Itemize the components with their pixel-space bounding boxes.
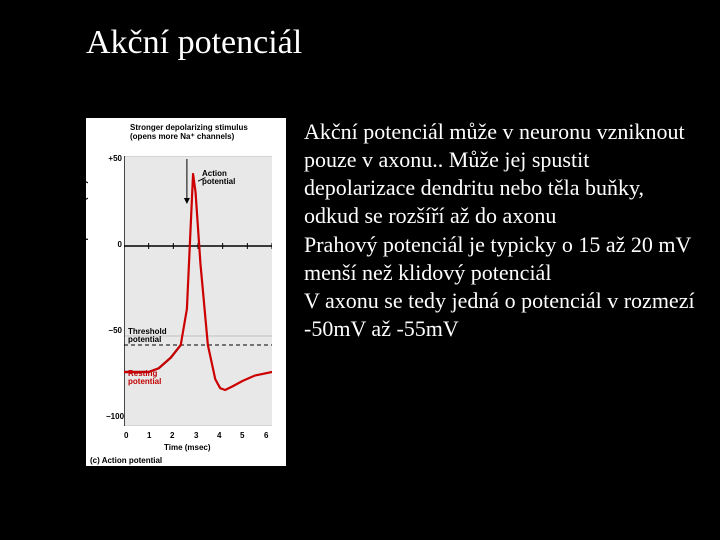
action-potential-chart: Stronger depolarizing stimulus (opens mo… (86, 118, 286, 466)
body-p3: V axonu se tedy jedná o potenciál v rozm… (304, 287, 700, 343)
stimulus-label: Stronger depolarizing stimulus (opens mo… (130, 124, 248, 142)
xtick-4: 4 (217, 431, 221, 440)
stimulus-line1: Stronger depolarizing stimulus (130, 123, 248, 132)
stimulus-line2: (opens more Na⁺ channels) (130, 132, 234, 141)
body-p1: Akční potenciál může v neuronu vzniknout… (304, 118, 700, 231)
ann-threshold: Threshold potential (128, 328, 167, 345)
content-row: Stronger depolarizing stimulus (opens mo… (0, 118, 720, 466)
page-title: Akční potenciál (0, 0, 720, 62)
ytick-0: 0 (106, 240, 122, 249)
ytick-m100: −100 (106, 412, 122, 421)
ann-rest-l2: potential (128, 377, 161, 386)
body-p2: Prahový potenciál je typicky o 15 až 20 … (304, 231, 700, 287)
ytick-50: +50 (106, 154, 122, 163)
ann-action-l2: potential (202, 177, 235, 186)
xtick-5: 5 (240, 431, 244, 440)
x-axis-label: Time (msec) (164, 443, 211, 452)
xtick-3: 3 (194, 431, 198, 440)
ann-resting: Resting potential (128, 370, 161, 387)
ann-action-potential: Action potential (202, 170, 235, 187)
ytick-m50: −50 (106, 326, 122, 335)
ann-thresh-l2: potential (128, 335, 161, 344)
xtick-2: 2 (170, 431, 174, 440)
xtick-0: 0 (124, 431, 128, 440)
xtick-1: 1 (147, 431, 151, 440)
body-text: Akční potenciál může v neuronu vzniknout… (304, 118, 700, 466)
xtick-6: 6 (264, 431, 268, 440)
y-axis-label: Membrane potential (mV) (78, 180, 88, 288)
chart-caption: (c) Action potential (90, 456, 162, 465)
